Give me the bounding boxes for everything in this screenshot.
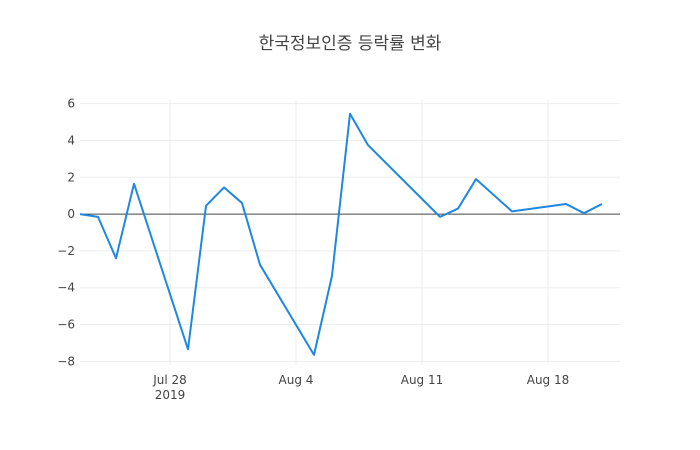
y-tick-label: 6 (67, 97, 75, 111)
y-tick-label: 2 (67, 170, 75, 184)
series-layer (79, 112, 603, 356)
x-tick-sublabel: 2019 (155, 388, 186, 402)
x-tick-label: Aug 4 (279, 373, 314, 387)
y-tick-label: −2 (57, 244, 75, 258)
y-axis: 6 4 2 0 −2 −4 −6 −8 (57, 97, 75, 369)
grid (80, 100, 620, 365)
x-tick-label: Jul 28 (152, 373, 187, 387)
y-tick-label: 0 (67, 207, 75, 221)
y-tick-label: −4 (57, 281, 75, 295)
series-line (79, 112, 603, 356)
y-tick-label: −8 (57, 354, 75, 368)
y-tick-label: −6 (57, 318, 75, 332)
y-tick-label: 4 (67, 133, 75, 147)
x-tick-label: Aug 18 (527, 373, 570, 387)
x-tick-label: Aug 11 (401, 373, 444, 387)
chart-title: 한국정보인증 등락률 변화 (259, 34, 442, 54)
